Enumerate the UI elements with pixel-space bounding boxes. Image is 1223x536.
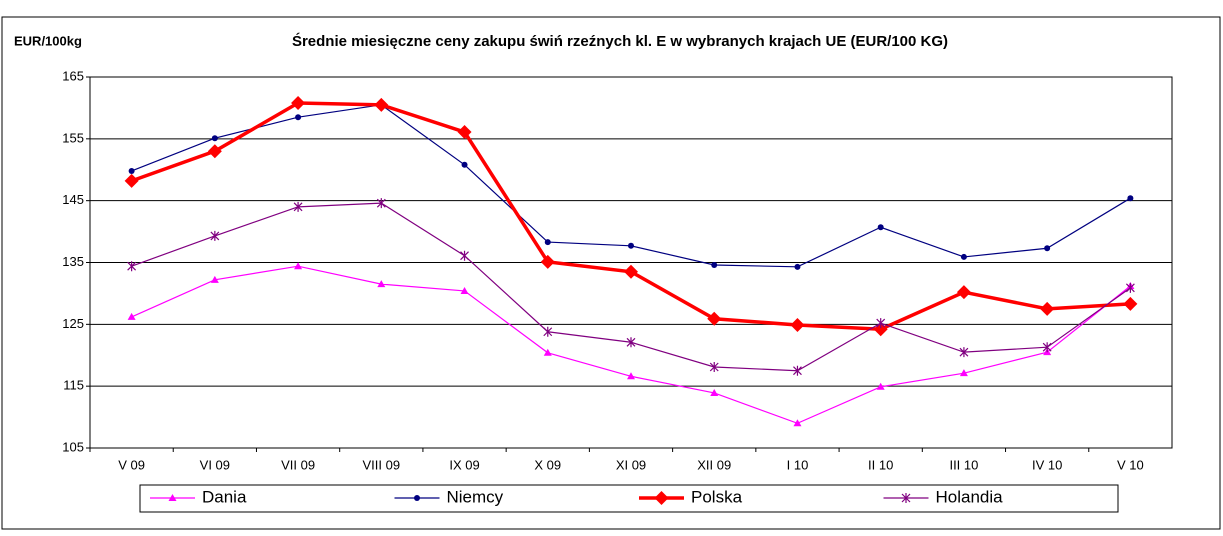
marker (1127, 195, 1134, 202)
marker (293, 201, 303, 212)
marker (294, 262, 303, 270)
marker (544, 239, 551, 246)
marker (793, 365, 802, 376)
marker (460, 286, 469, 294)
x-tick-label: V 10 (1117, 457, 1144, 472)
legend-marker (168, 494, 177, 501)
marker (543, 326, 553, 337)
y-tick-label: 135 (62, 254, 84, 269)
marker (211, 135, 218, 142)
marker (959, 369, 968, 377)
marker (876, 318, 886, 329)
marker (624, 264, 638, 279)
legend-marker (901, 493, 911, 503)
legend-label: Holandia (936, 487, 1004, 506)
marker (457, 125, 472, 140)
marker (877, 224, 884, 231)
marker (291, 95, 306, 110)
marker (628, 242, 634, 249)
legend-marker (654, 491, 669, 505)
y-tick-label: 105 (62, 439, 84, 454)
x-tick-label: VIII 09 (363, 457, 401, 472)
marker (710, 388, 719, 396)
marker (960, 253, 967, 260)
y-tick-label: 115 (63, 378, 84, 393)
marker (207, 144, 222, 159)
marker (1125, 282, 1135, 293)
x-tick-label: X 09 (534, 457, 561, 472)
x-tick-label: V 09 (118, 457, 145, 472)
y-tick-label: 155 (62, 130, 84, 145)
marker (374, 97, 389, 112)
x-tick-label: XI 09 (616, 457, 646, 472)
y-tick-label: 125 (62, 316, 84, 331)
marker (626, 337, 636, 348)
marker (127, 312, 136, 320)
x-tick-label: I 10 (787, 457, 809, 472)
x-tick-label: III 10 (949, 457, 978, 472)
marker (210, 230, 220, 241)
marker (376, 198, 386, 209)
marker (707, 311, 722, 326)
x-tick-label: VII 09 (281, 457, 315, 472)
x-tick-label: XII 09 (697, 457, 731, 472)
marker (1123, 296, 1138, 311)
marker (794, 263, 801, 270)
marker (956, 285, 971, 300)
legend-box (139, 484, 1119, 513)
marker (711, 261, 718, 268)
marker (1042, 342, 1052, 353)
x-tick-label: IV 10 (1032, 457, 1062, 472)
legend-label: Niemcy (447, 487, 504, 506)
marker (210, 275, 219, 283)
marker (128, 167, 135, 174)
marker (1044, 245, 1051, 252)
marker (543, 348, 552, 356)
y-tick-label: 145 (62, 192, 84, 207)
marker (790, 317, 805, 332)
marker (627, 372, 635, 380)
marker (124, 173, 139, 188)
marker (709, 361, 719, 372)
marker (540, 254, 555, 269)
marker (876, 382, 885, 390)
chart-border (1, 16, 1221, 530)
legend-label: Dania (202, 487, 247, 506)
legend-marker (414, 495, 420, 501)
marker (461, 161, 468, 168)
y-axis-label: EUR/100kg (14, 33, 82, 48)
x-tick-label: VI 09 (200, 457, 230, 472)
marker (460, 250, 469, 261)
legend-label: Polska (691, 487, 743, 506)
x-tick-label: II 10 (868, 457, 893, 472)
marker (127, 261, 137, 272)
chart-title: Średnie miesięczne ceny zakupu świń rzeź… (292, 32, 948, 50)
x-tick-label: IX 09 (449, 457, 479, 472)
marker (1040, 301, 1055, 316)
marker (793, 419, 802, 427)
marker (377, 280, 386, 288)
marker (295, 114, 302, 121)
marker (959, 347, 969, 358)
y-tick-label: 165 (62, 68, 84, 83)
